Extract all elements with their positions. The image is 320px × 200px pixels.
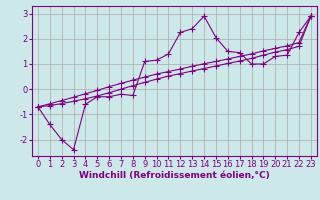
X-axis label: Windchill (Refroidissement éolien,°C): Windchill (Refroidissement éolien,°C): [79, 171, 270, 180]
